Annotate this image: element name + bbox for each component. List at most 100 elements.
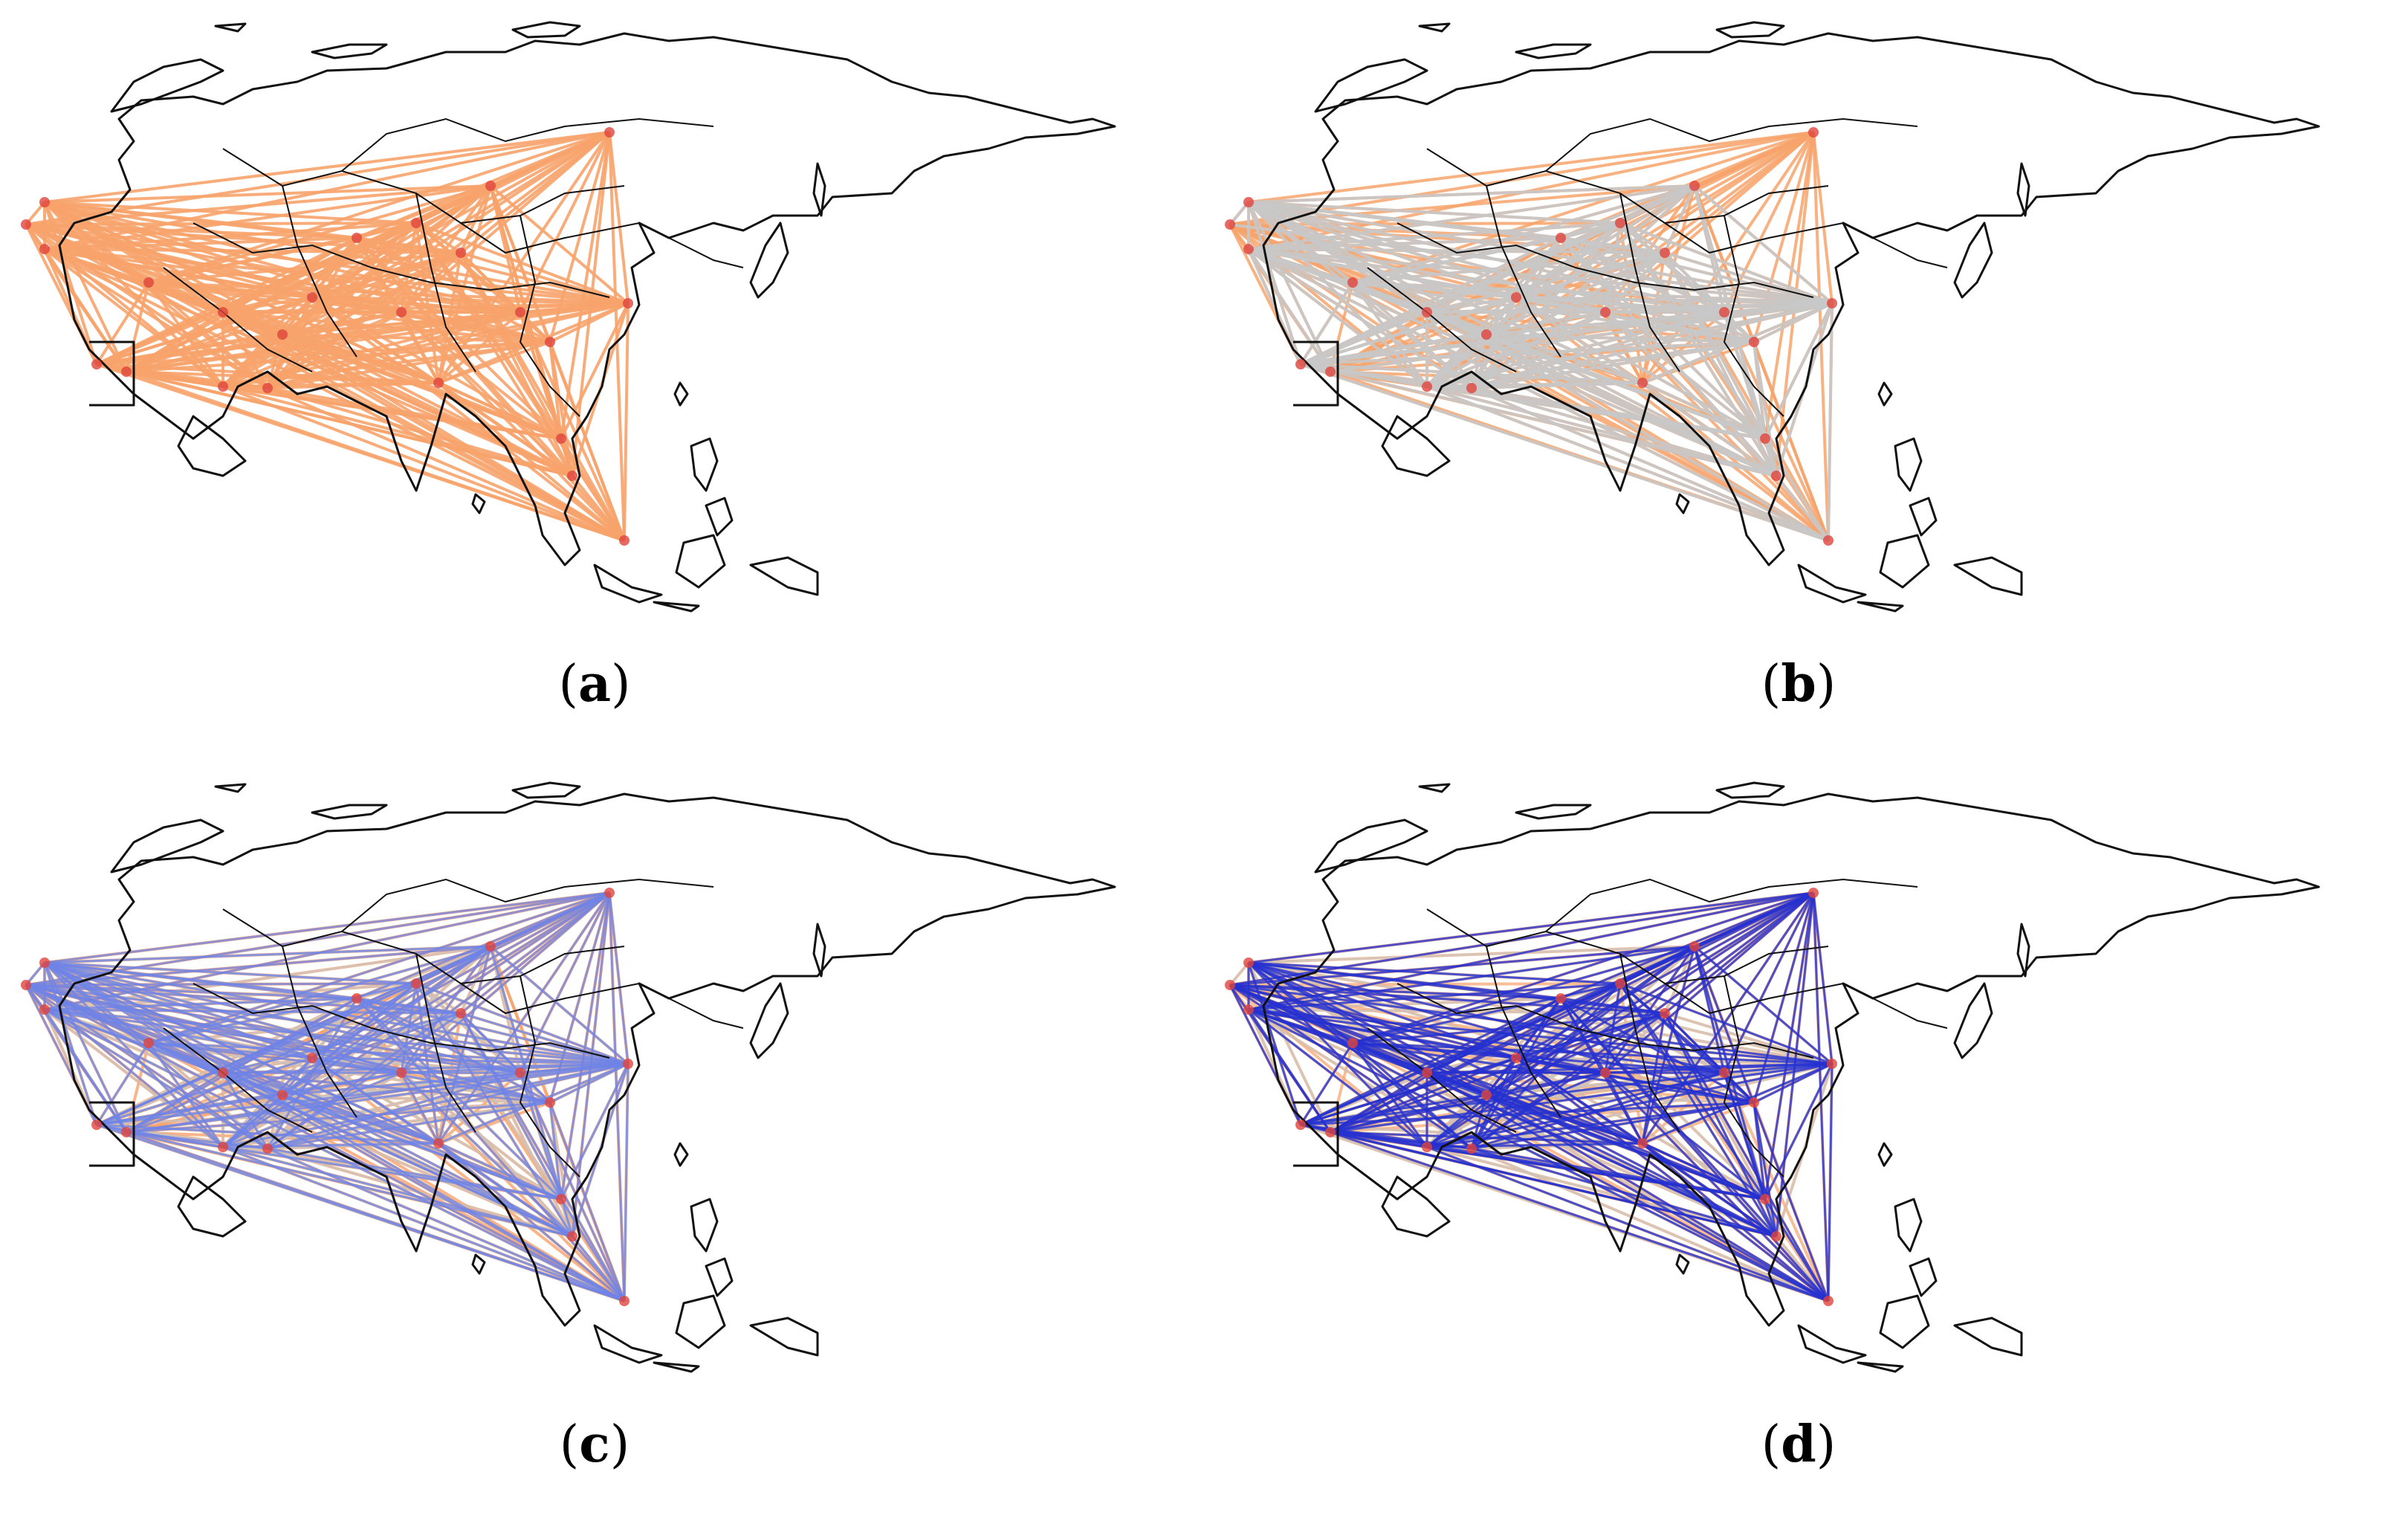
country-border	[192, 222, 610, 298]
network-node	[1347, 277, 1358, 288]
network-node	[456, 1008, 466, 1018]
network-edge	[148, 1042, 313, 1059]
network-edge	[1426, 1146, 1829, 1302]
network-edge	[311, 296, 551, 343]
network-node	[1719, 1068, 1729, 1078]
network-edge	[44, 201, 521, 314]
network-node	[545, 1097, 555, 1108]
coastline-path	[2016, 162, 2030, 217]
coastline-path	[1953, 1317, 2023, 1357]
network-node	[485, 181, 496, 191]
network-edge	[1248, 982, 1621, 1011]
network-node	[1422, 381, 1432, 392]
network-edge	[1694, 131, 1814, 187]
network-edge	[1426, 1071, 1829, 1302]
network-edge	[1560, 236, 1833, 305]
network-edge	[1247, 248, 1428, 388]
network-edge	[400, 946, 492, 1073]
network-edge	[1486, 333, 1755, 343]
network-edge	[415, 982, 629, 1065]
network-node	[556, 433, 566, 444]
network-edge	[44, 222, 417, 251]
network-edge	[1471, 387, 1766, 440]
network-edge	[1330, 1056, 1517, 1134]
network-edge	[1641, 1013, 1666, 1144]
network-node	[91, 359, 102, 369]
network-edge	[1693, 946, 1767, 1200]
network-edge	[560, 132, 611, 439]
node-layer	[21, 888, 633, 1306]
network-edge	[549, 302, 629, 343]
network-edge	[148, 281, 551, 343]
network-edge	[1619, 983, 1778, 1237]
network-edge	[1426, 296, 1517, 314]
network-node	[1511, 292, 1521, 303]
coastline-path	[110, 818, 224, 873]
country-border	[1486, 185, 1561, 358]
network-node	[277, 329, 288, 340]
coastline-path	[177, 1175, 247, 1238]
network-edge	[148, 1042, 283, 1097]
network-edge	[282, 333, 551, 343]
country-border	[1664, 983, 1844, 1015]
network-edge	[44, 891, 610, 964]
country-border	[1619, 953, 1680, 1133]
network-edge	[1693, 946, 1726, 1073]
network-edge	[1560, 997, 1755, 1104]
country-border	[668, 998, 744, 1029]
network-edge	[1619, 222, 1778, 477]
network-edge	[126, 1062, 629, 1134]
coastline-path	[471, 1253, 486, 1275]
network-edge	[1663, 185, 1696, 254]
network-edge	[1693, 946, 1830, 1302]
network-edge	[25, 131, 610, 226]
network-node	[1660, 248, 1670, 258]
network-edge	[1693, 184, 1833, 305]
network-node	[1295, 359, 1306, 369]
network-edge	[147, 281, 224, 388]
coastline-path	[749, 982, 789, 1059]
network-edge	[548, 341, 626, 541]
coastline-path	[1381, 415, 1451, 477]
network-edge	[1299, 281, 1354, 366]
network-edge	[1300, 363, 1777, 477]
network-edge	[1694, 891, 1814, 948]
network-edge	[282, 982, 417, 1097]
network-node	[1689, 941, 1700, 952]
coastline-path	[749, 1317, 819, 1357]
network-edge	[608, 892, 629, 1065]
coastline-path	[749, 222, 789, 299]
network-node	[433, 1138, 444, 1149]
coastline-path	[1909, 1257, 1938, 1297]
network-edge	[222, 1094, 283, 1149]
network-edge	[25, 984, 357, 1000]
network-edge	[281, 236, 358, 336]
network-edge	[1330, 1131, 1829, 1302]
network-edge	[1247, 1009, 1332, 1133]
network-edge	[25, 984, 551, 1104]
network-edge	[1330, 1131, 1777, 1238]
network-node	[1556, 233, 1566, 243]
coastline-path	[1857, 601, 1904, 613]
network-edge	[1352, 184, 1695, 284]
network-node	[39, 244, 50, 254]
network-edge	[1426, 945, 1695, 1149]
coastline-path	[593, 563, 663, 604]
network-edge	[1426, 385, 1829, 542]
network-edge	[1426, 251, 1666, 314]
network-edge	[1247, 962, 1332, 1133]
network-node	[1615, 978, 1625, 989]
network-edge	[95, 1042, 150, 1126]
network-edge	[1827, 1063, 1833, 1302]
network-node	[121, 366, 132, 377]
network-node	[121, 1127, 132, 1137]
country-border	[192, 983, 610, 1059]
coastline-path	[812, 162, 826, 217]
network-edge	[356, 236, 551, 343]
network-edge	[490, 891, 610, 948]
network-edge	[44, 961, 625, 1302]
network-edge	[1515, 296, 1766, 440]
network-edge	[126, 370, 625, 542]
network-node	[352, 233, 362, 243]
coastline-path	[214, 22, 247, 33]
